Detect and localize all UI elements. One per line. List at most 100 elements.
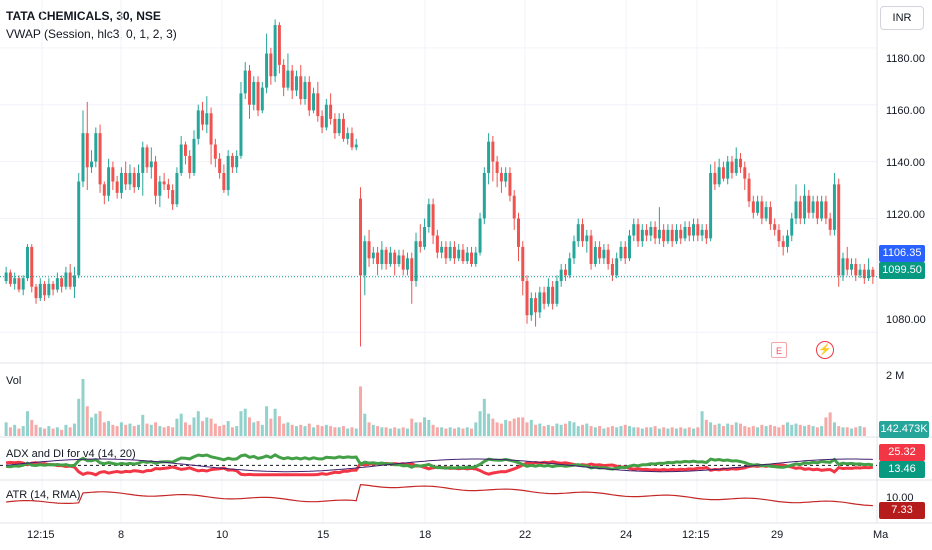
- volume-bar: [183, 422, 187, 436]
- earnings-marker[interactable]: E: [771, 342, 787, 358]
- atr-last-tag: 7.33: [879, 502, 925, 519]
- volume-bar: [768, 424, 772, 436]
- volume-bar: [593, 427, 597, 436]
- volume-bar: [457, 427, 461, 436]
- candle-body: [248, 70, 251, 105]
- volume-bar: [581, 424, 585, 436]
- candle-body: [337, 118, 341, 134]
- candle-body: [487, 141, 491, 173]
- candle-body: [162, 181, 166, 185]
- volume-label[interactable]: Vol: [6, 375, 22, 387]
- grid-lines: [0, 0, 877, 523]
- candle-body: [43, 283, 47, 296]
- volume-bar: [794, 423, 798, 436]
- candle-body: [845, 258, 849, 270]
- candle-body: [538, 292, 542, 313]
- volume-bar: [504, 419, 508, 436]
- volume-bar: [51, 428, 55, 436]
- volume-bar: [640, 428, 644, 436]
- volume-bar: [107, 421, 111, 436]
- volume-bar: [645, 427, 649, 436]
- volume-bar: [141, 414, 145, 436]
- volume-bar: [636, 427, 640, 436]
- adx-label[interactable]: ADX and DI for v4 (14, 20): [6, 448, 136, 460]
- volume-bar: [324, 424, 328, 436]
- candle-body: [354, 144, 358, 148]
- volume-bar: [760, 424, 764, 436]
- volume-bar: [128, 423, 132, 436]
- candle-body: [679, 229, 683, 239]
- volume-bar: [739, 423, 743, 436]
- volume-bar: [213, 423, 217, 436]
- volume-bar: [380, 427, 384, 436]
- volume-bar: [201, 421, 205, 436]
- volume-bar: [294, 426, 298, 436]
- volume-bar: [764, 426, 768, 436]
- price-tick: 1160.00: [886, 105, 925, 117]
- candle-body: [201, 110, 205, 125]
- volume-bar: [512, 418, 516, 436]
- volume-bar: [333, 427, 337, 436]
- candle-body: [401, 255, 405, 270]
- volume-bar: [478, 411, 482, 436]
- volume-bar: [111, 424, 115, 436]
- candle-body: [371, 252, 375, 259]
- candle-body: [598, 246, 602, 259]
- vwap-price-tag: 1106.35: [879, 245, 925, 262]
- volume-bar: [239, 411, 243, 436]
- volume-bar: [47, 426, 51, 436]
- volume-bar: [440, 427, 444, 436]
- price-tick: 1120.00: [886, 209, 925, 221]
- volume-bar: [803, 426, 807, 436]
- volume-bar: [384, 427, 388, 436]
- symbol-title[interactable]: TATA CHEMICALS, 30, NSE: [6, 9, 161, 23]
- volume-bar: [124, 424, 128, 436]
- volume-bar: [423, 417, 427, 436]
- price-tick: 1080.00: [886, 314, 926, 326]
- volume-bar: [260, 424, 264, 436]
- candle-body: [423, 227, 427, 247]
- candle-body: [205, 113, 209, 125]
- volume-bar: [482, 398, 486, 436]
- volume-bar: [828, 412, 832, 436]
- volume-bar: [696, 427, 700, 436]
- candle-body: [324, 104, 328, 128]
- vwap-legend[interactable]: VWAP (Session, hlc3, 0, 1, 2, 3): [6, 27, 177, 41]
- candle-body: [525, 281, 529, 316]
- volume-bar: [798, 424, 802, 436]
- volume-bar: [196, 411, 200, 436]
- volume-bar: [585, 423, 589, 436]
- candle-body: [269, 53, 273, 77]
- volume-bar: [743, 426, 747, 436]
- volume-bar: [628, 426, 631, 436]
- volume-bar: [508, 421, 512, 436]
- volume-bar: [777, 427, 781, 436]
- volume-bar: [179, 413, 183, 436]
- candle-body: [508, 172, 512, 196]
- candle-body: [154, 161, 158, 196]
- candle-body: [734, 158, 738, 173]
- candle-body: [837, 184, 841, 276]
- candle-body: [145, 147, 149, 168]
- candle-body: [491, 141, 495, 162]
- volume-bar: [21, 426, 25, 436]
- dividend-icon[interactable]: ⚡: [816, 341, 834, 359]
- price-tick: 1180.00: [886, 53, 925, 65]
- volume-bar: [687, 427, 691, 436]
- volume-bar: [854, 427, 858, 436]
- currency-selector[interactable]: INR: [880, 6, 924, 30]
- volume-bar: [205, 417, 209, 436]
- candle-body: [141, 147, 145, 173]
- candle-body: [546, 286, 550, 304]
- candle-body: [465, 252, 469, 262]
- candle-body: [21, 278, 25, 290]
- candle-body: [111, 167, 115, 182]
- candle-body: [252, 81, 256, 105]
- candle-body: [307, 81, 311, 111]
- candle-body: [785, 235, 789, 247]
- candle-body: [815, 201, 819, 219]
- candle-body: [653, 227, 657, 239]
- volume-bar: [529, 419, 533, 436]
- atr-label[interactable]: ATR (14, RMA): [6, 489, 81, 501]
